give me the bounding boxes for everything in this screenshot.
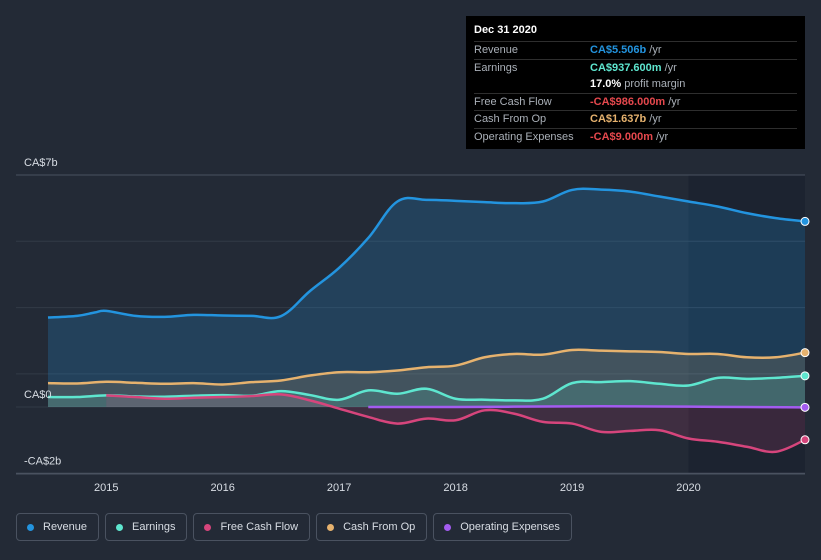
legend-item-free-cash-flow[interactable]: Free Cash Flow [193,513,311,541]
cfo-end-dot [800,348,810,358]
tooltip-row: Revenue CA$5.506b/yr [474,41,797,59]
legend-dot-icon [327,523,335,531]
revenue-line [47,187,806,320]
tooltip-row: Free Cash Flow -CA$986.000m/yr [474,92,797,111]
chart-legend: Revenue Earnings Free Cash Flow Cash From O… [16,513,572,541]
series-areas [48,188,805,452]
tooltip-row-value: 17.0% [590,78,622,90]
tooltip-row-label: Earnings [474,61,518,74]
fcf-line [106,392,806,454]
revenue-area [48,188,805,407]
x-tick-label: 2016 [210,482,234,494]
legend-dot-icon [116,523,124,531]
tooltip-row-label: Free Cash Flow [474,95,552,108]
x-tick-label: 2019 [560,482,584,494]
tooltip-row-unit: /yr [649,113,662,125]
y-axis-labels: CA$7b CA$0 -CA$2b [24,157,61,467]
legend-dot-icon [444,523,452,531]
legend-label: Free Cash Flow [220,521,299,533]
y-tick-label: -CA$2b [24,455,61,467]
legend-label: Earnings [132,521,176,533]
data-tooltip: Dec 31 2020 Revenue CA$5.506b/yr Earnings C… [466,16,805,149]
x-tick-label: 2015 [94,482,118,494]
y-tick-label: CA$7b [24,157,58,169]
tooltip-row-value: -CA$986.000m [590,95,666,108]
y-tick-label: CA$0 [24,389,52,401]
x-tick-label: 2017 [327,482,351,494]
forecast-region [688,175,805,474]
tooltip-row-label: Revenue [474,44,519,56]
tooltip-row-unit: /yr [655,130,669,143]
legend-label: Operating Expenses [460,521,560,533]
tooltip-date: Dec 31 2020 [474,24,537,36]
tooltip-row-unit: /yr [664,61,677,74]
earnings-line [47,374,806,402]
earnings-area [48,375,805,407]
legend-dot-icon [204,523,212,531]
legend-item-operating-expenses[interactable]: Operating Expenses [433,513,572,541]
legend-dot-icon [27,523,34,531]
tooltip-row-value: CA$937.600m [590,61,662,74]
series-lines [47,187,806,454]
tooltip-row-value: CA$5.506b [590,44,647,56]
tooltip-row-value: CA$1.637b [590,113,647,125]
cfo-area [48,349,805,407]
opex-end-dot [800,402,810,412]
x-tick-label: 2018 [443,482,467,494]
opex-line [368,405,806,409]
tooltip-row-label [474,76,590,93]
tooltip-row-label: Cash From Op [474,113,547,125]
tooltip-row-value: -CA$9.000m [590,130,653,143]
x-tick-label: 2020 [676,482,700,494]
x-axis-labels: 2015 2016 2017 2018 2019 2020 [94,482,701,494]
grid-lines [16,174,805,475]
tooltip-row-unit: /yr [649,44,662,56]
revenue-end-dot [800,216,810,226]
legend-item-revenue[interactable]: Revenue [16,513,100,541]
fcf-end-dot [800,435,810,445]
tooltip-row-label: Operating Expenses [474,130,574,143]
tooltip-row: Cash From Op CA$1.637b/yr [474,110,797,128]
tooltip-row-unit: profit margin [624,78,686,90]
tooltip-row: 17.0% profit margin [474,76,797,93]
tooltip-rows: Revenue CA$5.506b/yr Earnings CA$937.600m/y… [474,41,797,145]
legend-label: Revenue [43,521,88,533]
chart: CA$7b CA$0 -CA$2b 2015 2016 2017 2018 2019 2020 [16,157,810,494]
fcf-area [106,394,805,452]
legend-item-cash-from-op[interactable]: Cash From Op [316,513,428,541]
series-end-dots [800,216,810,445]
earnings-end-dot [800,371,810,381]
legend-item-earnings[interactable]: Earnings [105,513,188,541]
cfo-line [47,348,806,386]
tooltip-row-unit: /yr [668,95,681,108]
tooltip-row: Operating Expenses -CA$9.000m/yr [474,127,797,146]
tooltip-row: Earnings CA$937.600m/yr [474,58,797,77]
legend-label: Cash From Op [343,521,416,533]
